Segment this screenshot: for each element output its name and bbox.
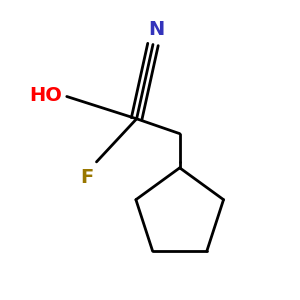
- Text: F: F: [80, 168, 94, 187]
- Text: N: N: [148, 20, 164, 38]
- Text: HO: HO: [29, 85, 62, 104]
